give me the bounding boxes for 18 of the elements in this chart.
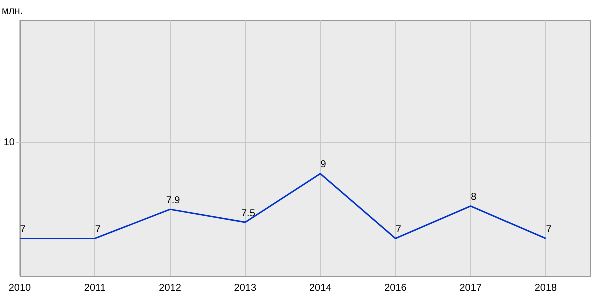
x-tick-label: 2016: [384, 282, 408, 294]
data-label: 9: [320, 160, 327, 171]
data-label: 7.5: [241, 208, 256, 220]
ref-line-label: 10: [4, 137, 16, 148]
data-label: 8: [471, 192, 478, 204]
data-label: 7: [546, 224, 552, 236]
y-axis-title: млн.: [2, 6, 24, 17]
data-label: 7: [95, 224, 102, 236]
x-tick-label: 2013: [234, 282, 257, 294]
data-label: 7: [20, 224, 26, 236]
x-tick-label: 2017: [460, 282, 482, 294]
x-tick-label: 2011: [84, 282, 106, 294]
data-label: 7: [396, 224, 402, 236]
x-tick-label: 2012: [159, 282, 182, 294]
data-label: 7.9: [166, 195, 181, 206]
x-tick-label: 2018: [534, 282, 558, 294]
x-tick-label: 2010: [8, 282, 32, 294]
x-tick-label: 2014: [309, 282, 332, 294]
